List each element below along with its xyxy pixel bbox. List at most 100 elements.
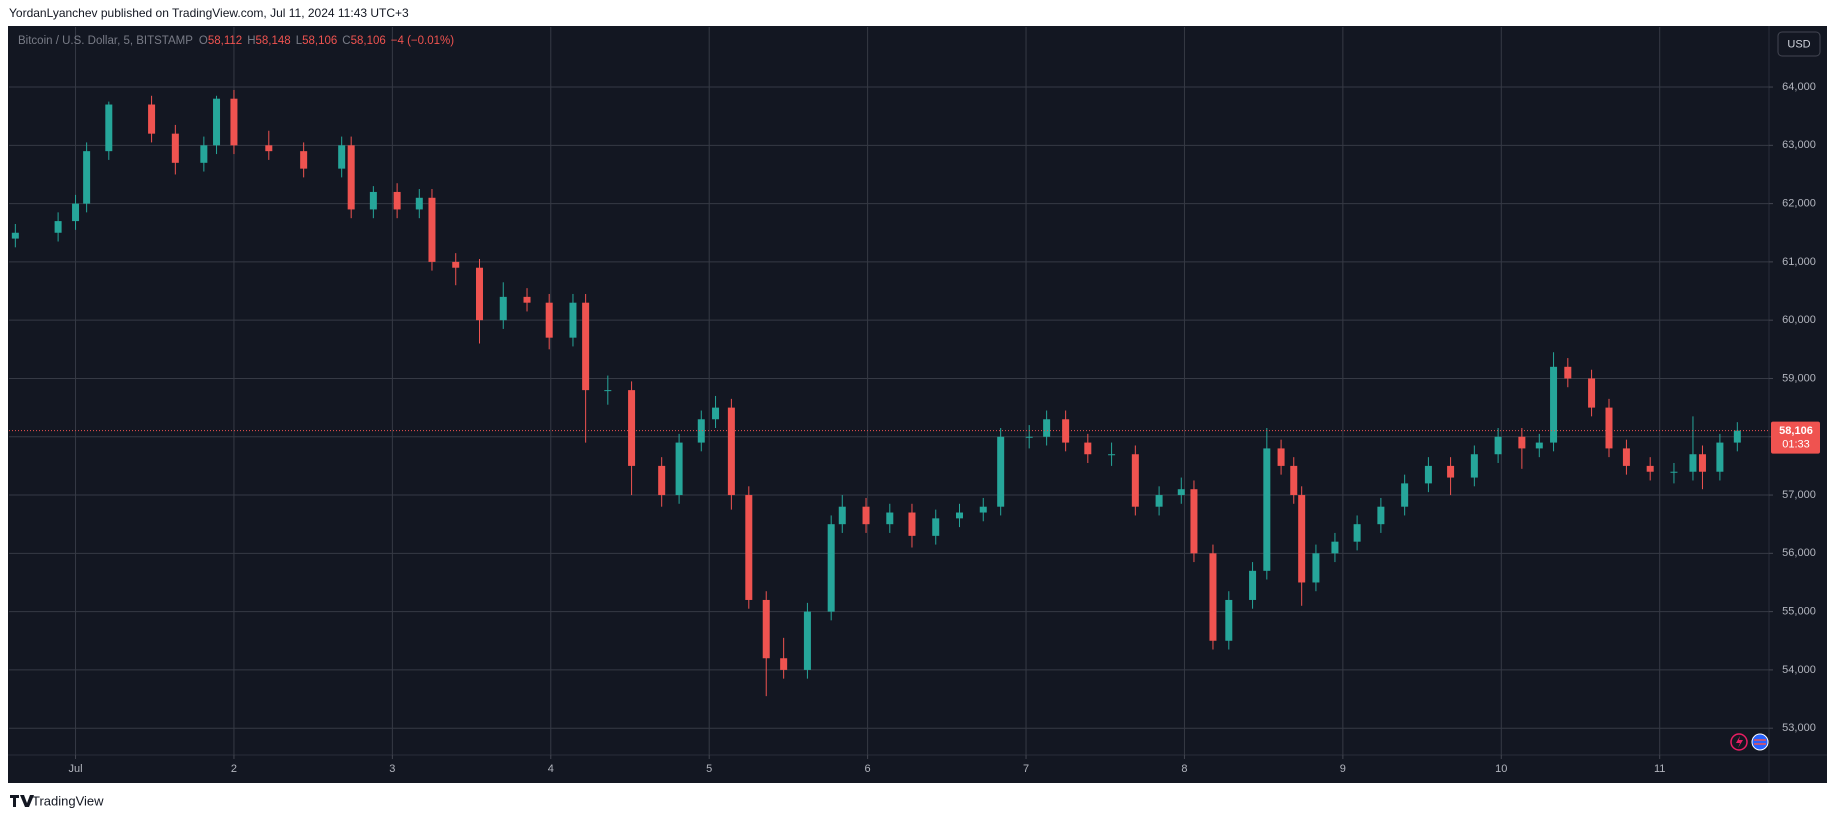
candle-body — [1698, 454, 1706, 472]
candle-body — [1401, 483, 1409, 507]
candle-body — [1689, 454, 1697, 472]
candle-body — [1564, 366, 1572, 379]
chart-panel — [8, 26, 1827, 783]
candle-body — [1447, 465, 1455, 478]
countdown-label: 01:33 — [1782, 438, 1810, 450]
x-tick-label: 5 — [706, 763, 712, 775]
candle-body — [1190, 489, 1198, 554]
candle-body — [697, 419, 705, 443]
candle-body — [628, 390, 636, 466]
x-tick-label: Jul — [69, 763, 83, 775]
candle-body — [803, 611, 811, 670]
candle-body — [932, 518, 940, 536]
candle-body — [979, 506, 987, 513]
candle-body — [604, 390, 612, 392]
candle-body — [1470, 454, 1478, 478]
legend-value: 58,106 — [302, 35, 337, 47]
candle-body — [727, 407, 735, 496]
candle-body — [1424, 465, 1432, 484]
candle-body — [1263, 448, 1271, 571]
candle-body — [213, 98, 221, 146]
candle-body — [1025, 436, 1033, 438]
candle-body — [658, 465, 666, 496]
candle-body — [338, 145, 346, 169]
candle-body — [1377, 506, 1385, 525]
legend-key: L — [296, 35, 303, 47]
legend-symbol: Bitcoin / U.S. Dollar, 5, BITSTAMP — [18, 35, 193, 47]
candle-body — [171, 133, 179, 163]
candle-body — [1518, 436, 1526, 449]
candle-body — [105, 104, 113, 152]
candle-body — [1249, 570, 1257, 600]
candle-body — [569, 302, 577, 338]
candle-body — [1622, 448, 1630, 466]
candle-body — [1670, 471, 1678, 473]
candle-body — [523, 296, 531, 303]
candle-body — [1155, 495, 1163, 507]
candle-body — [1646, 465, 1654, 472]
candle-body — [428, 197, 436, 262]
candle-body — [1225, 599, 1233, 641]
y-tick-label: 59,000 — [1782, 372, 1816, 384]
x-tick-label: 3 — [389, 763, 395, 775]
candle-body — [1131, 454, 1139, 507]
candle-body — [1550, 366, 1558, 443]
candle-body — [347, 145, 355, 210]
x-tick-label: 9 — [1340, 763, 1346, 775]
candle-body — [83, 151, 91, 204]
symbol-legend: Bitcoin / U.S. Dollar, 5, BITSTAMP O58,11… — [18, 35, 454, 47]
y-tick-label: 60,000 — [1782, 314, 1816, 326]
x-tick-label: 4 — [548, 763, 554, 775]
candle-body — [200, 145, 208, 163]
currency-button[interactable] — [1777, 31, 1821, 57]
x-tick-label: 7 — [1023, 763, 1029, 775]
region-icon[interactable] — [1751, 733, 1769, 751]
candle-body — [780, 658, 788, 670]
region-icon-stripes — [1754, 739, 1766, 745]
y-tick-label: 56,000 — [1782, 547, 1816, 559]
candle-body — [415, 197, 423, 210]
candle-body — [1312, 553, 1320, 583]
grid: 53,00054,00055,00056,00057,00058,00059,0… — [9, 27, 1816, 775]
legend-value: 58,106 — [351, 35, 386, 47]
legend-value: 58,148 — [256, 35, 291, 47]
candle-body — [1277, 448, 1285, 466]
candle-body — [11, 232, 19, 239]
currency-label[interactable]: USD — [1787, 38, 1810, 50]
candle-body — [1733, 430, 1741, 443]
candle-body — [72, 203, 80, 222]
candle-body — [1605, 407, 1613, 449]
candle-body — [862, 506, 870, 525]
y-tick-label: 63,000 — [1782, 139, 1816, 151]
x-tick-label: 10 — [1495, 763, 1507, 775]
candle-body — [545, 302, 553, 338]
last-price-tag — [1771, 421, 1820, 454]
y-tick-label: 62,000 — [1782, 198, 1816, 210]
candle-body — [827, 524, 835, 612]
candles — [11, 89, 1741, 697]
legend-key: H — [247, 35, 255, 47]
candle-body — [475, 267, 483, 321]
candle-body — [1353, 524, 1361, 542]
publisher-note: YordanLyanchev published on TradingView.… — [9, 6, 409, 20]
y-tick-label: 61,000 — [1782, 256, 1816, 268]
candle-body — [452, 261, 460, 268]
candle-body — [1043, 419, 1051, 437]
y-tick-label: 55,000 — [1782, 606, 1816, 618]
candle-body — [1084, 442, 1092, 455]
candle-body — [745, 495, 753, 600]
candle-body — [1209, 553, 1217, 641]
brand-name: TradingView — [32, 793, 104, 808]
candle-body — [1290, 465, 1298, 496]
x-tick-label: 8 — [1181, 763, 1187, 775]
candle-body — [886, 512, 894, 525]
candle-body — [265, 145, 273, 152]
legend-value: 58,112 — [208, 35, 242, 47]
candle-body — [230, 98, 238, 146]
candle-body — [838, 506, 846, 525]
candle-body — [1108, 454, 1116, 456]
alert-icon[interactable] — [1730, 733, 1748, 751]
y-tick-label: 57,000 — [1782, 489, 1816, 501]
